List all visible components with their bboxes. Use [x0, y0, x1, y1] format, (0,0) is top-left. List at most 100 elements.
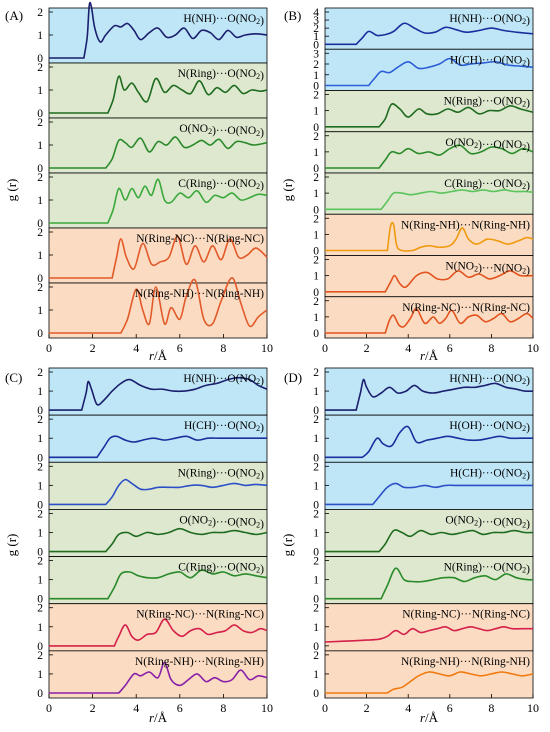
y-tick-label: 1: [37, 669, 43, 681]
x-tick-label: 2: [90, 341, 96, 355]
series-line: [325, 482, 533, 506]
y-tick-label: 1: [37, 528, 43, 540]
series-label: C(Ring)···O(NO2): [178, 562, 264, 576]
y-tick-label: 1: [313, 188, 319, 200]
y-tick-label: 2: [37, 367, 43, 379]
subplot: 0 1 2 H(NH)···O(NO2): [37, 1, 268, 65]
series-line: [49, 618, 268, 647]
series-line: [49, 527, 268, 553]
y-tick-label: 2: [37, 172, 43, 184]
x-axis-label: r/Å: [149, 710, 168, 725]
y-tick-label: 2: [37, 62, 43, 74]
series-label: N(Ring-NH)···N(Ring-NH): [135, 288, 264, 300]
subplot: 0 1 2 C(Ring)···O(NO2): [313, 172, 534, 216]
subplot: 0 1 2 N(Ring-NH)···N(Ring-NH): [37, 650, 268, 700]
series-line: [325, 103, 534, 128]
y-tick-label: 2: [313, 650, 319, 662]
y-tick-label: 0: [313, 499, 319, 511]
series-label: H(CH)···O(NO2): [184, 420, 264, 434]
subplot-background: [324, 367, 534, 416]
series-line: [325, 57, 534, 87]
series-label: N(Ring)···O(NO2): [178, 467, 265, 481]
y-tick-label: 1: [313, 271, 319, 283]
panel-d: 0 1 2 H(NH)···O(NO2) 0 1 2 H(OH)···O(NO2) 0 1 2 H(C…: [280, 367, 539, 725]
x-tick-label: 8: [220, 701, 226, 715]
y-tick-label: 0: [313, 39, 319, 51]
x-tick-label: 4: [133, 341, 139, 355]
x-tick-label: 8: [488, 341, 494, 355]
y-tick-label: 0: [37, 547, 43, 559]
subplot: 0 1 2 H(CH)···O(NO2): [37, 414, 268, 464]
y-tick-label: 1: [37, 140, 43, 152]
subplot: 0 1 2 N(Ring)···O(NO2): [37, 461, 268, 511]
y-tick-label: 2: [313, 367, 319, 379]
y-tick-label: 2: [37, 508, 43, 520]
y-tick-label: 2: [37, 603, 43, 615]
subplot: 0 1 2 N(Ring)···O(NO2): [313, 556, 534, 606]
series-label: H(NH)···O(NO2): [449, 373, 530, 387]
y-tick-label: 2: [37, 7, 43, 19]
y-tick-label: 1: [313, 480, 319, 492]
y-tick-label: 0: [37, 53, 43, 65]
y-tick-label: 2: [37, 227, 43, 239]
series-label: N(Ring-NC)···N(Ring-NC): [136, 233, 264, 245]
x-tick-label: 2: [90, 701, 96, 715]
series-label: H(CH)···O(NO2): [450, 467, 530, 481]
y-tick-label: 2: [313, 213, 319, 225]
series-line: [325, 189, 534, 211]
y-tick-label: 1: [37, 386, 43, 398]
series-label: H(OH)···O(NO2): [449, 420, 530, 434]
subplot: 0 1 2 N(Ring-NH)···N(Ring-NH): [37, 277, 268, 340]
y-tick-label: 0: [37, 594, 43, 606]
subplot: 0 1 2 H(NH)···O(NO2): [313, 367, 534, 417]
series-line: [325, 221, 534, 252]
subplot: 0 1 2 H(OH)···O(NO2): [313, 414, 534, 464]
y-tick-label: 3: [313, 48, 319, 60]
series-label: H(NH)···O(NO2): [183, 373, 264, 387]
series-line: [325, 529, 534, 553]
subplot: 0 1 2 O(NO2)···O(NO2): [313, 131, 534, 175]
panel-c: 0 1 2 H(NH)···O(NO2) 0 1 2 H(CH)···O(NO2) 0 1 2 N(R…: [4, 367, 273, 725]
y-tick-label: 2: [37, 117, 43, 129]
series-line: [49, 376, 268, 411]
x-tick-label: 10: [261, 341, 273, 355]
y-tick-label: 1: [313, 147, 319, 159]
y-tick-label: 0: [313, 287, 319, 299]
series-label: N(Ring-NC)···N(Ring-NC): [402, 609, 530, 621]
series-label: O(NO2)···O(NO2): [179, 514, 264, 530]
series-line: [49, 1, 268, 59]
series-label: C(Ring)···O(NO2): [178, 178, 264, 192]
subplot: 0 1 2 O(NO2)···O(NO2): [37, 508, 268, 559]
y-tick-label: 2: [313, 90, 319, 102]
x-tick-label: 0: [46, 341, 52, 355]
series-label: C(Ring)···O(NO2): [444, 178, 530, 192]
y-tick-label: 1: [313, 229, 319, 241]
series-line: [325, 307, 534, 334]
series-line: [325, 22, 534, 46]
series-line: [325, 425, 533, 459]
y-tick-label: 0: [37, 641, 43, 653]
x-tick-label: 10: [261, 701, 273, 715]
y-tick-label: 3: [313, 15, 319, 27]
subplot: 0 1 2 N(NO2)···N(NO2): [313, 255, 534, 299]
y-tick-label: 0: [37, 108, 43, 120]
x-tick-label: 2: [364, 701, 370, 715]
y-tick-label: 1: [37, 433, 43, 445]
series-line: [49, 569, 268, 600]
y-tick-label: 1: [313, 312, 319, 324]
y-tick-label: 0: [37, 328, 43, 340]
x-tick-label: 10: [527, 341, 539, 355]
y-tick-label: 1: [313, 106, 319, 118]
y-tick-label: 4: [313, 7, 319, 19]
series-line: [49, 661, 268, 694]
subplot-background: [48, 62, 268, 119]
subplot-background: [48, 461, 268, 510]
subplot-background: [324, 650, 534, 699]
panel-label: (B): [284, 8, 301, 23]
x-tick-label: 6: [177, 701, 183, 715]
x-axis-label: r/Å: [149, 348, 168, 363]
panel-label: (C): [5, 370, 22, 385]
y-tick-label: 2: [37, 414, 43, 426]
